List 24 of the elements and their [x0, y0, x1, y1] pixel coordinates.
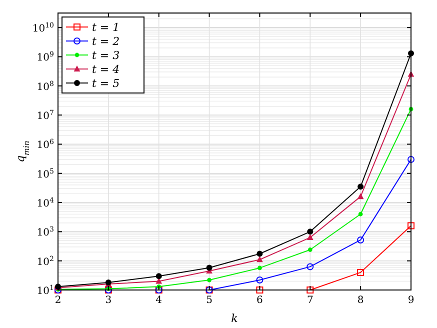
- legend-label: t = 2: [92, 35, 120, 48]
- y-tick-label: 10$^{4}$: [36, 196, 55, 210]
- x-tick-label: 5: [206, 295, 212, 306]
- x-tick-label: 3: [105, 295, 112, 306]
- y-tick-label: 10$^{9}$: [36, 50, 54, 64]
- y-tick-label: 10$^{7}$: [36, 109, 54, 122]
- x-tick-label: 7: [306, 295, 314, 306]
- x-axis-title: k: [231, 312, 238, 325]
- x-tick-label: 9: [408, 295, 414, 306]
- y-tick-label: 10$^{3}$: [36, 226, 54, 239]
- y-tick-label: 10$^{10}$: [32, 22, 54, 35]
- x-tick-label: 6: [256, 295, 263, 306]
- x-tick-label: 8: [357, 295, 364, 306]
- legend-label: t = 1: [92, 21, 120, 34]
- x-tick-label: 2: [54, 295, 62, 306]
- y-tick-label: 10$^{1}$: [36, 284, 54, 297]
- legend-label: t = 5: [92, 77, 120, 90]
- y-tick-label: 10$^{2}$: [36, 254, 54, 268]
- legend-label: t = 3: [92, 49, 120, 62]
- legend-label: t = 4: [92, 63, 120, 76]
- y-tick-label: 10$^{6}$: [36, 138, 55, 152]
- x-tick-label: 4: [156, 295, 162, 306]
- y-tick-label: 10$^{5}$: [36, 167, 54, 180]
- y-tick-label: 10$^{8}$: [36, 80, 54, 93]
